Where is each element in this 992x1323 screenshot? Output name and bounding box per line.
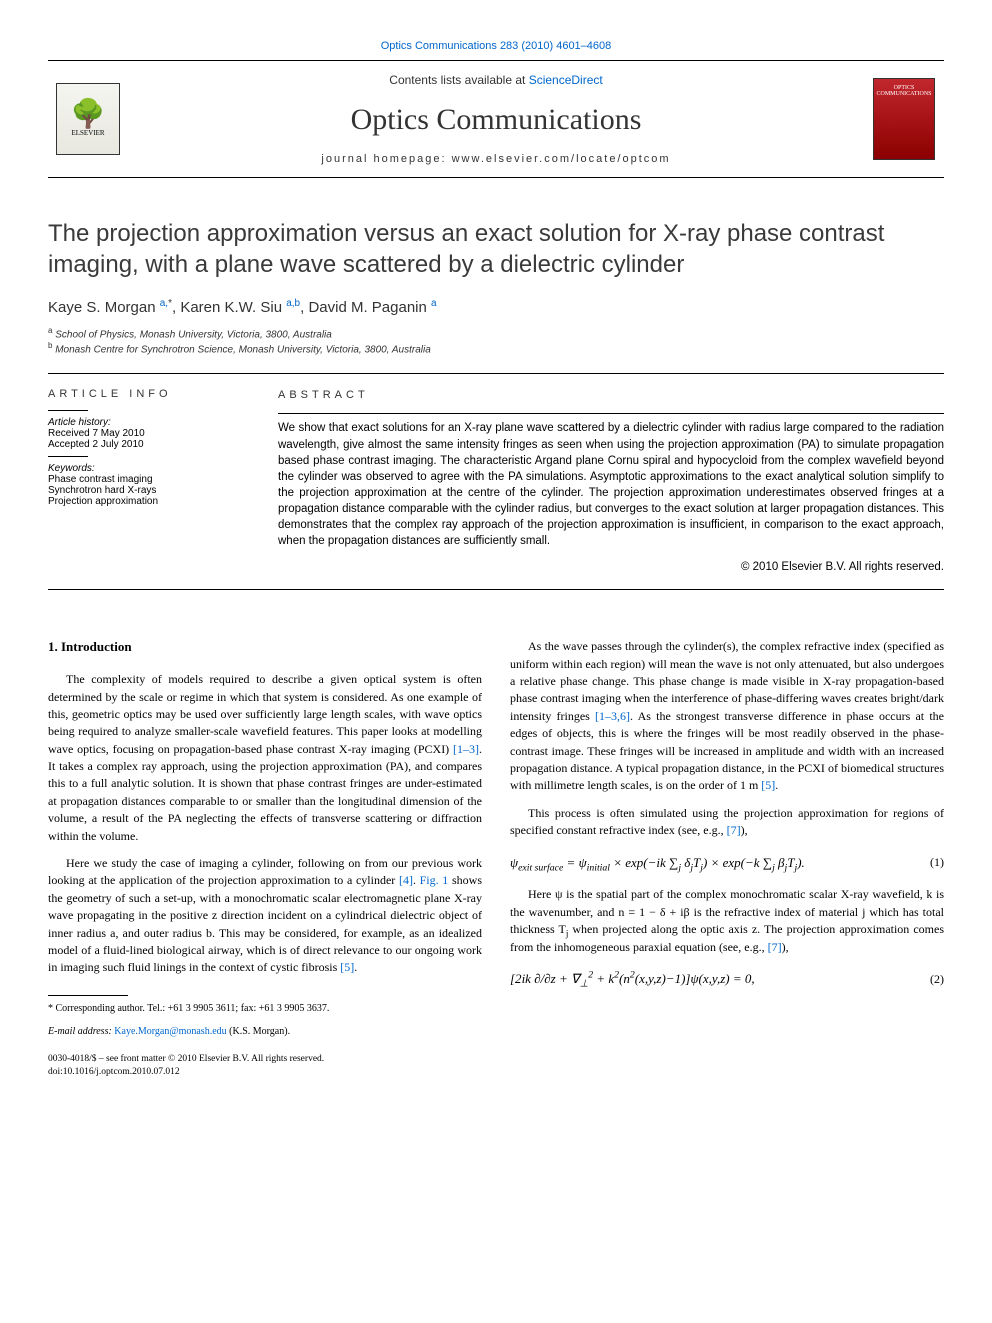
journal-header: 🌳 ELSEVIER Contents lists available at S… <box>48 60 944 178</box>
article-info: ARTICLE INFO Article history: Received 7… <box>48 388 248 575</box>
header-citation[interactable]: Optics Communications 283 (2010) 4601–46… <box>48 40 944 52</box>
para: Here we study the case of imaging a cyli… <box>48 855 482 977</box>
ref-link[interactable]: [7] <box>727 823 741 837</box>
footnote-rule <box>48 995 128 996</box>
contents-available: Contents lists available at ScienceDirec… <box>128 73 864 87</box>
sciencedirect-link[interactable]: ScienceDirect <box>529 73 603 87</box>
section-head-intro: 1. Introduction <box>48 638 482 657</box>
footer-meta: 0030-4018/$ – see front matter © 2010 El… <box>48 1053 482 1079</box>
keyword: Phase contrast imaging <box>48 474 248 485</box>
journal-cover: OPTICS COMMUNICATIONS <box>864 61 944 177</box>
info-rule <box>48 410 88 411</box>
para: As the wave passes through the cylinder(… <box>510 638 944 795</box>
left-column: 1. Introduction The complexity of models… <box>48 638 482 1078</box>
journal-cover-thumb: OPTICS COMMUNICATIONS <box>873 78 935 160</box>
info-rule <box>48 456 88 457</box>
history-label: Article history: <box>48 417 248 428</box>
article-info-head: ARTICLE INFO <box>48 388 248 400</box>
authors: Kaye S. Morgan a,*, Karen K.W. Siu a,b, … <box>48 298 944 316</box>
email-line: E-mail address: Kaye.Morgan@monash.edu (… <box>48 1025 482 1039</box>
ref-link[interactable]: [1–3,6] <box>595 709 630 723</box>
keyword: Synchrotron hard X-rays <box>48 485 248 496</box>
keywords-label: Keywords: <box>48 463 248 474</box>
ref-link[interactable]: [7] <box>768 940 782 954</box>
fig-link[interactable]: Fig. 1 <box>420 873 449 887</box>
abstract-copyright: © 2010 Elsevier B.V. All rights reserved… <box>278 559 944 575</box>
abstract-text: We show that exact solutions for an X-ra… <box>278 420 944 549</box>
abstract-rule <box>278 413 944 414</box>
accepted-date: Accepted 2 July 2010 <box>48 439 248 450</box>
body-columns: 1. Introduction The complexity of models… <box>48 638 944 1078</box>
equation-1: ψexit surface = ψinitial × exp(−ik ∑j δj… <box>510 854 944 873</box>
ref-link[interactable]: [5] <box>340 960 354 974</box>
journal-homepage: journal homepage: www.elsevier.com/locat… <box>128 153 864 165</box>
email-link[interactable]: Kaye.Morgan@monash.edu <box>114 1026 226 1037</box>
doi-line: doi:10.1016/j.optcom.2010.07.012 <box>48 1066 482 1079</box>
paper-title: The projection approximation versus an e… <box>48 218 944 280</box>
received-date: Received 7 May 2010 <box>48 428 248 439</box>
keyword: Projection approximation <box>48 496 248 507</box>
para: Here ψ is the spatial part of the comple… <box>510 886 944 956</box>
para: This process is often simulated using th… <box>510 805 944 840</box>
rule <box>48 589 944 590</box>
abstract-head: ABSTRACT <box>278 388 944 403</box>
para: The complexity of models required to des… <box>48 671 482 845</box>
ref-link[interactable]: [1–3] <box>453 742 479 756</box>
publisher-logo: 🌳 ELSEVIER <box>48 61 128 177</box>
elsevier-logo-icon: 🌳 ELSEVIER <box>56 83 120 155</box>
journal-title: Optics Communications <box>128 103 864 137</box>
affiliations: a School of Physics, Monash University, … <box>48 326 944 355</box>
ref-link[interactable]: [4] <box>399 873 413 887</box>
issn-line: 0030-4018/$ – see front matter © 2010 El… <box>48 1053 482 1066</box>
ref-link[interactable]: [5] <box>761 778 775 792</box>
abstract: ABSTRACT We show that exact solutions fo… <box>278 388 944 575</box>
right-column: As the wave passes through the cylinder(… <box>510 638 944 1078</box>
equation-2: [2ik ∂/∂z + ∇⊥2 + k2(n2(x,y,z)−1)]ψ(x,y,… <box>510 970 944 989</box>
corresponding-author: * Corresponding author. Tel.: +61 3 9905… <box>48 1002 482 1016</box>
